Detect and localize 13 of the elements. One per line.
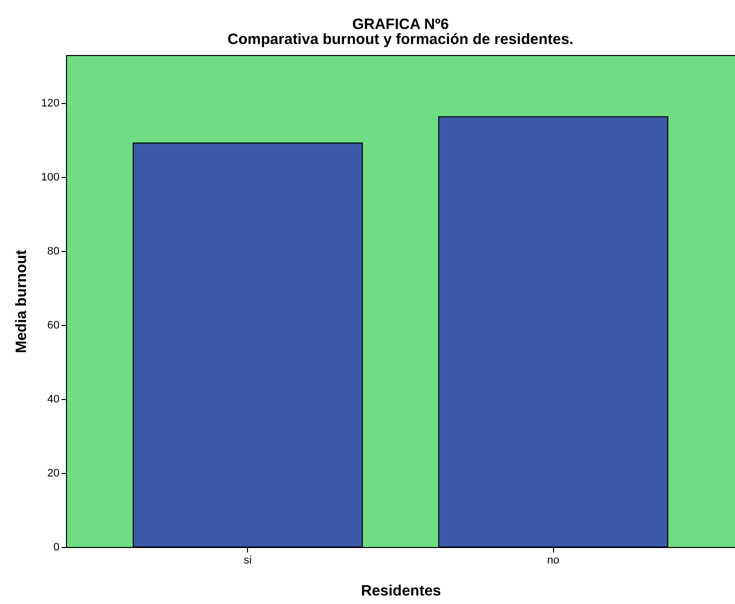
x-tick-label: no — [547, 554, 560, 566]
y-tick-label: 20 — [47, 468, 60, 480]
y-tick-label: 120 — [41, 98, 60, 110]
x-tick-label: si — [244, 554, 252, 566]
chart-subtitle: Comparativa burnout y formación de residentes. — [228, 31, 574, 48]
chart-title: GRAFICA Nº6 — [352, 16, 449, 33]
y-tick-label: 60 — [47, 320, 60, 332]
y-axis-title: Media burnout — [13, 250, 30, 354]
y-tick-label: 80 — [47, 246, 60, 258]
y-tick-label: 40 — [47, 394, 60, 406]
x-axis-title: Residentes — [360, 582, 442, 600]
y-tick-label: 0 — [53, 542, 60, 554]
y-tick-label: 100 — [41, 172, 60, 184]
